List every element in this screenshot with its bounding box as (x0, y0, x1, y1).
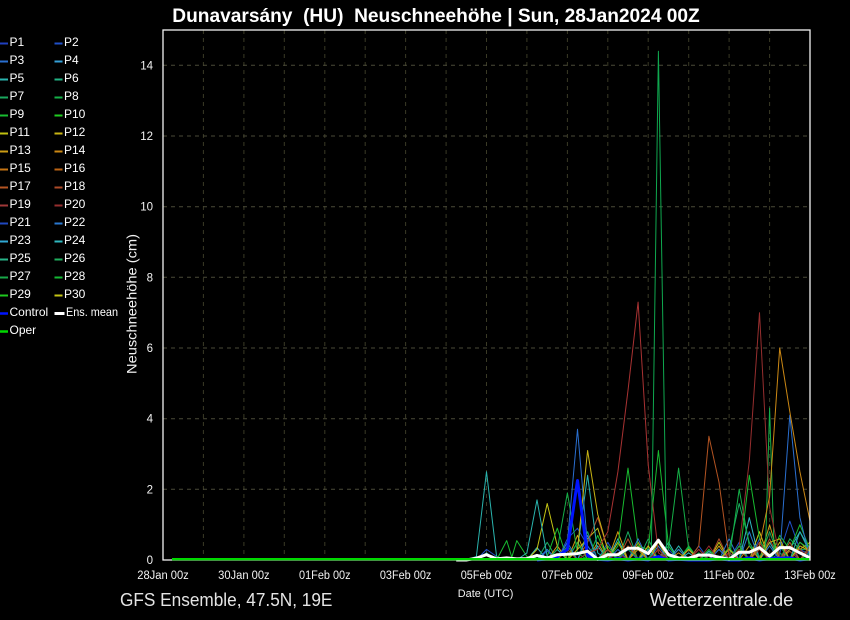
svg-text:10: 10 (140, 202, 153, 214)
svg-text:14: 14 (140, 60, 153, 72)
svg-text:P28: P28 (64, 269, 86, 283)
svg-text:P22: P22 (64, 215, 86, 229)
svg-text:P30: P30 (64, 287, 86, 301)
svg-text:Wetterzentrale.de: Wetterzentrale.de (650, 589, 794, 610)
svg-text:P23: P23 (10, 233, 32, 247)
svg-text:05Feb 00z: 05Feb 00z (461, 570, 513, 582)
svg-text:P14: P14 (64, 143, 86, 157)
svg-text:P7: P7 (10, 89, 25, 103)
svg-text:12: 12 (140, 131, 153, 143)
svg-text:Ens. mean: Ens. mean (66, 305, 118, 319)
svg-text:P26: P26 (64, 251, 86, 265)
svg-text:P11: P11 (10, 125, 31, 139)
svg-text:Date (UTC): Date (UTC) (458, 588, 514, 600)
svg-text:6: 6 (147, 343, 153, 355)
svg-text:P13: P13 (10, 143, 32, 157)
svg-text:30Jan 00z: 30Jan 00z (218, 570, 270, 582)
svg-text:13Feb 00z: 13Feb 00z (784, 570, 836, 582)
svg-text:P15: P15 (10, 161, 32, 175)
svg-text:P9: P9 (10, 107, 25, 121)
svg-text:28Jan 00z: 28Jan 00z (137, 570, 189, 582)
svg-text:0: 0 (147, 555, 153, 567)
svg-text:P19: P19 (10, 197, 32, 211)
svg-text:P16: P16 (64, 161, 86, 175)
svg-text:P5: P5 (10, 71, 25, 85)
svg-text:P25: P25 (10, 251, 32, 265)
svg-text:Control: Control (10, 305, 49, 319)
svg-text:P21: P21 (10, 215, 32, 229)
svg-text:P20: P20 (64, 197, 86, 211)
svg-text:P24: P24 (64, 233, 86, 247)
svg-text:8: 8 (147, 272, 153, 284)
svg-text:Oper: Oper (10, 323, 37, 337)
svg-text:07Feb 00z: 07Feb 00z (542, 570, 594, 582)
svg-text:4: 4 (147, 414, 154, 426)
svg-text:P12: P12 (64, 125, 86, 139)
svg-text:03Feb 00z: 03Feb 00z (380, 570, 432, 582)
svg-text:P27: P27 (10, 269, 32, 283)
svg-text:GFS Ensemble, 47.5N, 19E: GFS Ensemble, 47.5N, 19E (120, 589, 332, 610)
svg-text:P18: P18 (64, 179, 86, 193)
svg-text:P2: P2 (64, 35, 79, 49)
svg-text:P4: P4 (64, 53, 79, 67)
svg-text:Neuschneehöhe (cm): Neuschneehöhe (cm) (124, 234, 140, 374)
svg-text:P29: P29 (10, 287, 32, 301)
svg-text:P6: P6 (64, 71, 79, 85)
svg-text:09Feb 00z: 09Feb 00z (622, 570, 674, 582)
svg-text:Dunavarsány (HU) Neuschneehö: Dunavarsány (HU) Neuschneehöhe | Sun, 28… (172, 6, 700, 27)
svg-text:P1: P1 (10, 35, 25, 49)
svg-text:P3: P3 (10, 53, 25, 67)
svg-text:11Feb 00z: 11Feb 00z (703, 570, 755, 582)
svg-text:P17: P17 (10, 179, 32, 193)
svg-text:2: 2 (147, 484, 153, 496)
svg-text:P8: P8 (64, 89, 79, 103)
svg-text:01Feb 00z: 01Feb 00z (299, 570, 351, 582)
svg-text:P10: P10 (64, 107, 86, 121)
